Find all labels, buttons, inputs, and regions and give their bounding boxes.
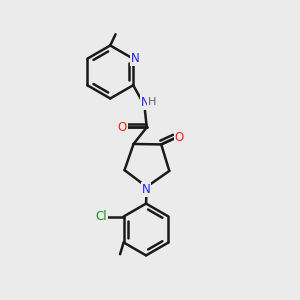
Text: Cl: Cl <box>95 210 107 223</box>
Text: N: N <box>141 96 150 109</box>
Text: H: H <box>148 97 157 107</box>
Text: N: N <box>142 183 150 196</box>
Text: N: N <box>131 52 140 65</box>
Text: O: O <box>117 121 127 134</box>
Text: O: O <box>175 131 184 145</box>
